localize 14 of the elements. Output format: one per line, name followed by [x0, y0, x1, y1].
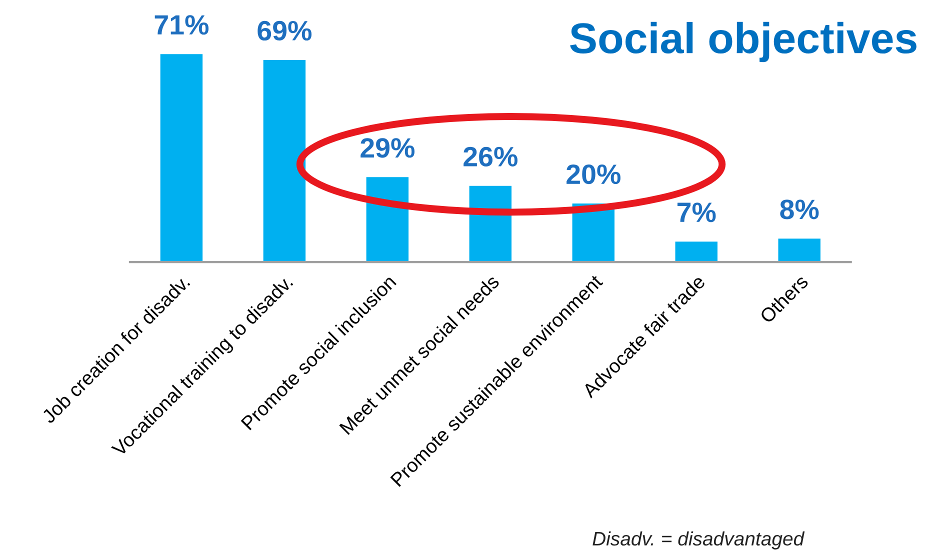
data-label: 7%	[677, 202, 716, 222]
bar	[675, 242, 718, 262]
text: Disadv. = disadvantaged	[592, 531, 805, 550]
data-label: 8%	[780, 200, 819, 220]
data-label: 29%	[360, 138, 414, 158]
bar	[366, 177, 409, 262]
bar	[160, 54, 203, 262]
data-label: 26%	[464, 146, 518, 167]
data-label: 71%	[154, 15, 209, 35]
bar	[263, 60, 306, 262]
bar	[778, 238, 820, 262]
data-label: 69%	[258, 20, 312, 41]
chart-title: Social objectives	[570, 22, 916, 62]
data-label: 20%	[566, 164, 620, 184]
